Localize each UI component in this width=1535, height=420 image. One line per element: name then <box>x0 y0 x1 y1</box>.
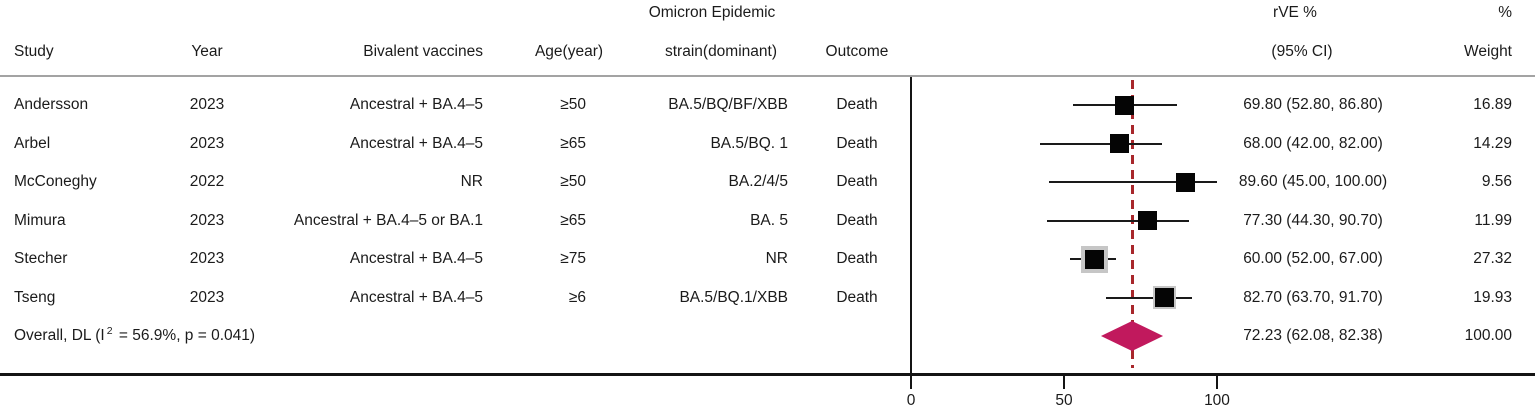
study-vaccine: Ancestral + BA.4–5 <box>349 134 483 152</box>
zero-axis-line <box>910 77 912 389</box>
study-vaccine: Ancestral + BA.4–5 <box>349 96 483 113</box>
header-outcome: Outcome <box>825 43 889 60</box>
overall-ci-value: 72.23 (62.08, 82.38) <box>1243 327 1383 344</box>
header-bivalent-vaccines: Bivalent vaccines <box>363 43 483 60</box>
x-tick-label: 100 <box>1204 392 1230 409</box>
point-estimate-marker <box>1085 249 1105 269</box>
study-age: ≥6 <box>568 288 586 306</box>
study-vaccine: Ancestral + BA.4–5 or BA.1 <box>293 211 483 229</box>
header-weight: Weight <box>1464 43 1512 60</box>
study-strain: NR <box>765 250 788 267</box>
point-estimate-marker <box>1138 211 1158 230</box>
study-weight-value: 19.93 <box>1473 288 1512 306</box>
study-weight-value: 11.99 <box>1474 211 1512 229</box>
study-weight-value: 14.29 <box>1473 134 1512 152</box>
header-strain-dominant: strain(dominant) <box>665 43 777 60</box>
overall-label-prefix: Overall, DL (I <box>14 327 105 344</box>
study-year: 2023 <box>189 288 225 306</box>
overall-weight-value: 100.00 <box>1464 327 1512 344</box>
study-name: Mimura <box>14 211 66 229</box>
x-tick-mark <box>1063 376 1065 389</box>
x-tick-mark <box>910 376 912 389</box>
header-pct: % <box>1498 4 1512 21</box>
study-age: ≥65 <box>560 134 586 152</box>
overall-reference-dashed-line <box>1130 80 1134 368</box>
study-outcome: Death <box>836 211 878 229</box>
study-name: Andersson <box>14 96 89 113</box>
x-tick-mark <box>1216 376 1218 389</box>
study-strain: BA.5/BQ/BF/XBB <box>668 96 788 113</box>
ci-whisker <box>1046 219 1189 222</box>
study-strain: BA.2/4/5 <box>728 173 788 190</box>
study-year: 2023 <box>189 250 225 267</box>
study-weight-value: 16.89 <box>1473 96 1512 113</box>
point-estimate-marker <box>1109 134 1129 153</box>
header-rve-pct: rVE % <box>1273 4 1317 21</box>
study-age: ≥50 <box>560 173 586 190</box>
header-age: Age(year) <box>534 43 604 60</box>
header-95ci: (95% CI) <box>1271 43 1333 60</box>
overall-label-superscript: 2 <box>106 324 113 337</box>
point-estimate-marker <box>1115 95 1135 115</box>
study-name: McConeghy <box>14 173 97 190</box>
study-strain: BA.5/BQ.1/XBB <box>679 288 788 306</box>
ci-whisker <box>1105 296 1192 299</box>
study-ci-value: 68.00 (42.00, 82.00) <box>1243 134 1383 152</box>
study-outcome: Death <box>836 288 878 306</box>
study-year: 2023 <box>189 96 225 113</box>
study-outcome: Death <box>836 134 878 152</box>
study-name: Tseng <box>14 288 56 306</box>
point-estimate-marker <box>1175 172 1195 192</box>
study-outcome: Death <box>836 96 878 113</box>
study-year: 2023 <box>189 211 225 229</box>
axis-baseline <box>0 373 1535 376</box>
study-ci-value: 82.70 (63.70, 91.70) <box>1243 288 1383 306</box>
header-year: Year <box>191 43 223 60</box>
study-vaccine: Ancestral + BA.4–5 <box>349 250 483 267</box>
study-weight-value: 9.56 <box>1481 173 1512 190</box>
header-divider-line <box>0 75 1535 77</box>
overall-label-suffix: = 56.9%, p = 0.041) <box>114 327 256 344</box>
study-weight-value: 27.32 <box>1473 250 1512 267</box>
overall-diamond-marker <box>1100 321 1164 351</box>
study-age: ≥65 <box>560 211 586 229</box>
study-year: 2023 <box>189 134 225 152</box>
study-ci-value: 69.80 (52.80, 86.80) <box>1243 96 1383 113</box>
study-age: ≥50 <box>560 96 586 113</box>
header-omicron-epidemic: Omicron Epidemic <box>648 4 776 21</box>
x-tick-label: 50 <box>1055 392 1073 409</box>
x-tick-label: 0 <box>906 392 916 409</box>
study-year: 2022 <box>189 173 225 190</box>
ci-whisker <box>1048 181 1217 183</box>
study-strain: BA. 5 <box>750 211 788 229</box>
study-strain: BA.5/BQ. 1 <box>710 134 788 152</box>
point-estimate-marker <box>1154 288 1174 307</box>
study-ci-value: 60.00 (52.00, 67.00) <box>1243 250 1383 267</box>
study-name: Stecher <box>14 250 68 267</box>
study-ci-value: 77.30 (44.30, 90.70) <box>1243 211 1383 229</box>
study-ci-value: 89.60 (45.00, 100.00) <box>1238 173 1388 190</box>
study-age: ≥75 <box>560 250 586 267</box>
study-outcome: Death <box>836 173 878 190</box>
ci-whisker <box>1039 142 1162 145</box>
overall-label: Overall, DL (I 2 = 56.9%, p = 0.041) <box>14 326 255 346</box>
study-vaccine: NR <box>460 173 483 190</box>
study-name: Arbel <box>14 134 51 152</box>
study-outcome: Death <box>836 250 878 267</box>
study-vaccine: Ancestral + BA.4–5 <box>349 288 483 306</box>
header-study: Study <box>14 43 54 60</box>
